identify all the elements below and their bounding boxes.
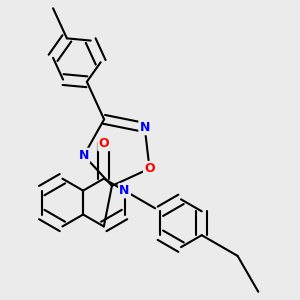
Text: N: N	[79, 149, 89, 162]
Text: O: O	[144, 162, 155, 175]
Text: N: N	[140, 121, 150, 134]
Text: N: N	[119, 184, 130, 197]
Text: O: O	[98, 137, 109, 150]
